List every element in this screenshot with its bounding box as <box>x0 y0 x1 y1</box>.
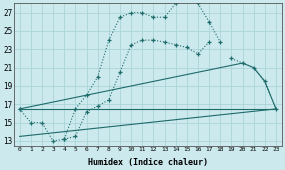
X-axis label: Humidex (Indice chaleur): Humidex (Indice chaleur) <box>88 158 208 167</box>
